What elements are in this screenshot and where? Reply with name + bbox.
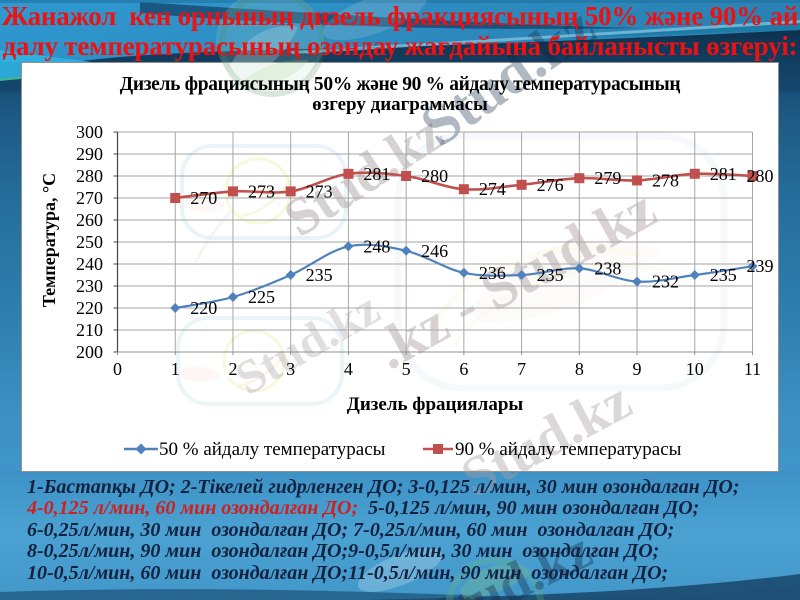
svg-text:220: 220	[190, 298, 217, 318]
svg-text:3: 3	[286, 359, 295, 379]
svg-text:90 % айдалу температурасы: 90 % айдалу температурасы	[455, 439, 682, 460]
svg-text:260: 260	[76, 210, 103, 230]
svg-text:210: 210	[76, 320, 103, 340]
svg-text:11: 11	[744, 359, 761, 379]
svg-text:270: 270	[190, 188, 217, 208]
svg-text:276: 276	[537, 175, 564, 195]
svg-text:236: 236	[479, 263, 506, 283]
svg-text:Дизель фрациясының 50% және 90: Дизель фрациясының 50% және 90 % айдалу …	[120, 74, 681, 95]
svg-text:2: 2	[228, 359, 237, 379]
svg-text:10: 10	[686, 359, 704, 379]
svg-text:235: 235	[710, 265, 737, 285]
svg-text:248: 248	[363, 236, 390, 256]
svg-text:5: 5	[402, 359, 411, 379]
svg-text:273: 273	[248, 181, 275, 201]
svg-text:6: 6	[459, 359, 468, 379]
svg-text:7: 7	[517, 359, 526, 379]
svg-text:280: 280	[421, 166, 448, 186]
svg-text:273: 273	[306, 181, 333, 201]
svg-text:220: 220	[76, 298, 103, 318]
svg-text:1: 1	[171, 359, 180, 379]
svg-text:281: 281	[710, 164, 737, 184]
svg-text:9: 9	[633, 359, 642, 379]
svg-text:4: 4	[344, 359, 353, 379]
svg-text:274: 274	[479, 179, 506, 199]
svg-text:239: 239	[747, 256, 774, 276]
svg-text:270: 270	[76, 188, 103, 208]
svg-text:250: 250	[76, 232, 103, 252]
svg-text:8: 8	[575, 359, 584, 379]
svg-text:238: 238	[594, 258, 621, 278]
svg-text:240: 240	[76, 254, 103, 274]
svg-text:278: 278	[652, 170, 679, 190]
svg-text:230: 230	[76, 276, 103, 296]
svg-text:өзгеру диаграммасы: өзгеру диаграммасы	[312, 94, 488, 115]
svg-text:290: 290	[76, 144, 103, 164]
svg-text:246: 246	[421, 241, 448, 261]
svg-text:279: 279	[594, 168, 621, 188]
svg-text:50 % айдалу температурасы: 50 % айдалу температурасы	[159, 439, 386, 460]
svg-text:280: 280	[747, 166, 774, 186]
svg-text:232: 232	[652, 272, 679, 292]
svg-text:225: 225	[248, 287, 275, 307]
svg-text:235: 235	[537, 265, 564, 285]
svg-text:235: 235	[306, 265, 333, 285]
svg-text:300: 300	[76, 122, 103, 142]
svg-text:200: 200	[76, 342, 103, 362]
svg-text:280: 280	[76, 166, 103, 186]
svg-text:Температура, °С: Температура, °С	[39, 173, 59, 307]
svg-text:0: 0	[113, 359, 122, 379]
svg-text:281: 281	[363, 164, 390, 184]
svg-text:Дизель фрациялары: Дизель фрациялары	[347, 394, 524, 415]
